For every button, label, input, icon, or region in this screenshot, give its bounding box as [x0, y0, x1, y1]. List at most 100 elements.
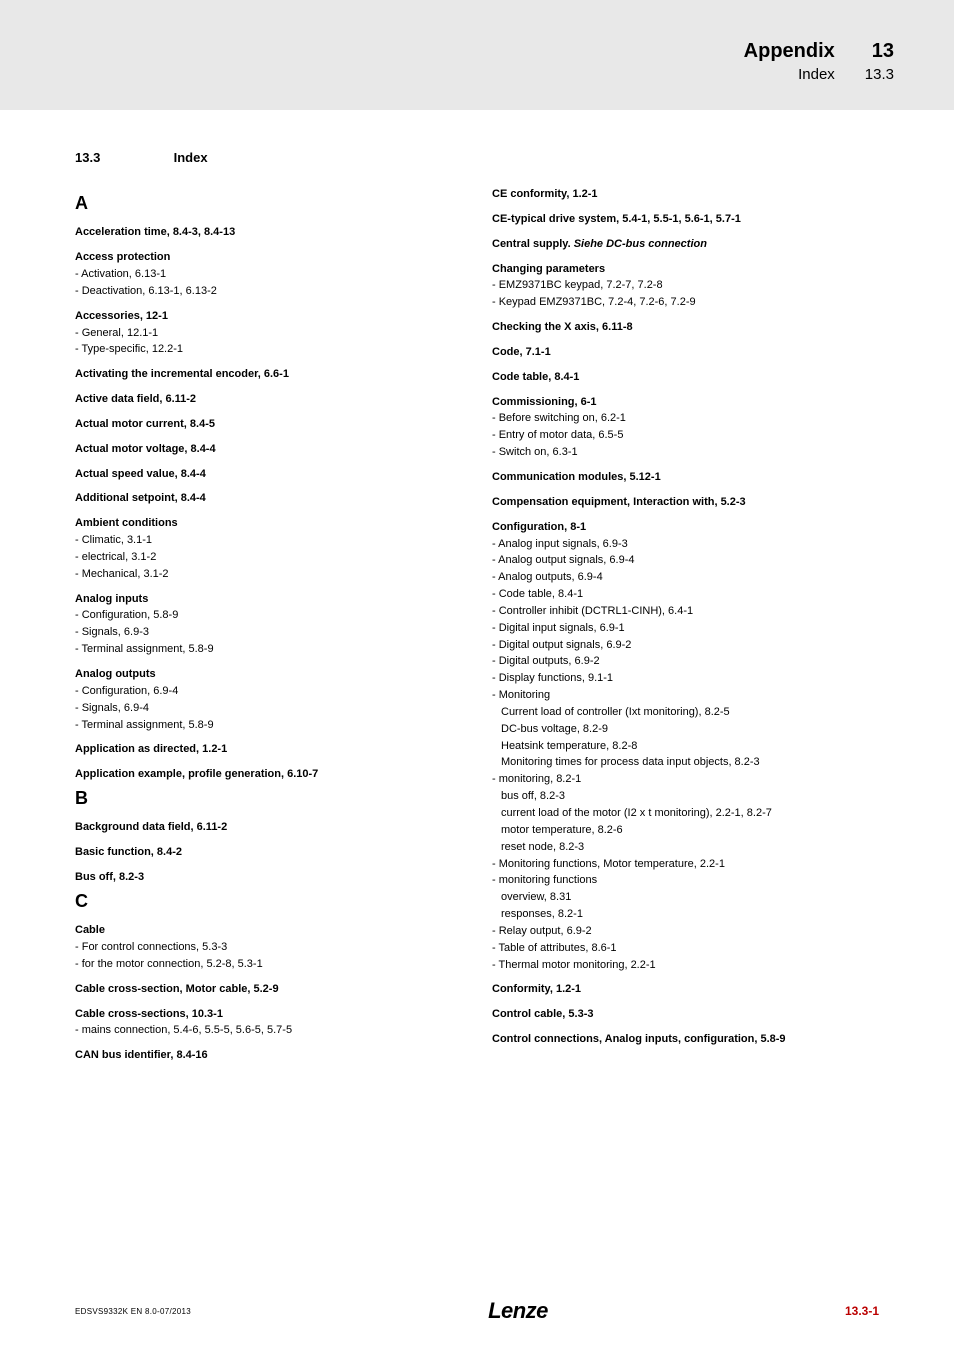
content-area: 13.3 Index A Acceleration time, 8.4-3, 8.… [0, 110, 954, 1065]
page-header: Appendix Index 13 13.3 [0, 0, 954, 110]
index-subentry: - monitoring, 8.2-1 [492, 772, 879, 787]
index-subentry: - Activation, 6.13-1 [75, 267, 462, 282]
index-subentry-indent: motor temperature, 8.2-6 [501, 823, 879, 838]
index-entry: Code table, 8.4-1 [492, 370, 879, 385]
section-number: 13.3 [75, 150, 170, 165]
index-subentry: - Controller inhibit (DCTRL1-CINH), 6.4-… [492, 604, 879, 619]
index-subentry: - Monitoring [492, 688, 879, 703]
index-entry: Actual motor voltage, 8.4-4 [75, 442, 462, 457]
index-entry: Access protection [75, 250, 462, 265]
index-subentry: - Analog output signals, 6.9-4 [492, 553, 879, 568]
index-entry: Bus off, 8.2-3 [75, 870, 462, 885]
index-subentry: - Keypad EMZ9371BC, 7.2-4, 7.2-6, 7.2-9 [492, 295, 879, 310]
section-title: Index [174, 150, 208, 165]
index-entry: Communication modules, 5.12-1 [492, 470, 879, 485]
index-subentry: - Climatic, 3.1-1 [75, 533, 462, 548]
index-entry: Acceleration time, 8.4-3, 8.4-13 [75, 225, 462, 240]
index-subentry-indent: reset node, 8.2-3 [501, 840, 879, 855]
index-subentry: - Signals, 6.9-3 [75, 625, 462, 640]
index-subentry: - Digital outputs, 6.9-2 [492, 654, 879, 669]
index-subentry-indent: responses, 8.2-1 [501, 907, 879, 922]
index-subentry: - Code table, 8.4-1 [492, 587, 879, 602]
index-subentry: - Configuration, 6.9-4 [75, 684, 462, 699]
index-subentry: - Type-specific, 12.2-1 [75, 342, 462, 357]
index-subentry: - Switch on, 6.3-1 [492, 445, 879, 460]
index-subentry: - Entry of motor data, 6.5-5 [492, 428, 879, 443]
index-entry: Cable [75, 923, 462, 938]
index-entry: Accessories, 12-1 [75, 309, 462, 324]
index-entry: Analog outputs [75, 667, 462, 682]
index-subentry: - Deactivation, 6.13-1, 6.13-2 [75, 284, 462, 299]
index-subentry: - Before switching on, 6.2-1 [492, 411, 879, 426]
index-subentry: - electrical, 3.1-2 [75, 550, 462, 565]
index-entry: Actual motor current, 8.4-5 [75, 417, 462, 432]
index-entry: Configuration, 8-1 [492, 520, 879, 535]
header-title-sub: Index [744, 66, 835, 83]
page-footer: EDSVS9332K EN 8.0-07/2013 Lenze 13.3-1 [0, 1298, 954, 1324]
index-entry: Code, 7.1-1 [492, 345, 879, 360]
footer-page-number: 13.3-1 [845, 1304, 879, 1318]
index-subentry: - EMZ9371BC keypad, 7.2-7, 7.2-8 [492, 278, 879, 293]
index-entry: Activating the incremental encoder, 6.6-… [75, 367, 462, 382]
index-entry: Ambient conditions [75, 516, 462, 531]
index-letter: B [75, 786, 462, 810]
index-entry: Changing parameters [492, 262, 879, 277]
index-entry: Conformity, 1.2-1 [492, 982, 879, 997]
index-subentry: - Mechanical, 3.1-2 [75, 567, 462, 582]
index-column-left: A Acceleration time, 8.4-3, 8.4-13 Access … [75, 187, 462, 1065]
index-subentry-indent: Monitoring times for process data input … [501, 755, 879, 770]
index-entry: CE conformity, 1.2-1 [492, 187, 879, 202]
header-num-sub: 13.3 [865, 66, 894, 83]
index-entry: Central supply. Siehe DC-bus connection [492, 237, 879, 252]
index-subentry: - Signals, 6.9-4 [75, 701, 462, 716]
index-subentry-indent: overview, 8.31 [501, 890, 879, 905]
index-entry: Basic function, 8.4-2 [75, 845, 462, 860]
index-entry: Compensation equipment, Interaction with… [492, 495, 879, 510]
index-subentry-indent: DC-bus voltage, 8.2-9 [501, 722, 879, 737]
index-entry: Actual speed value, 8.4-4 [75, 467, 462, 482]
index-subentry: - monitoring functions [492, 873, 879, 888]
index-subentry: - Configuration, 5.8-9 [75, 608, 462, 623]
index-subentry-indent: Current load of controller (Ixt monitori… [501, 705, 879, 720]
index-entry: Additional setpoint, 8.4-4 [75, 491, 462, 506]
index-subentry: - Display functions, 9.1-1 [492, 671, 879, 686]
footer-docid: EDSVS9332K EN 8.0-07/2013 [75, 1307, 191, 1316]
index-subentry: - mains connection, 5.4-6, 5.5-5, 5.6-5,… [75, 1023, 462, 1038]
index-entry: Application example, profile generation,… [75, 767, 462, 782]
index-entry: Commissioning, 6-1 [492, 395, 879, 410]
index-subentry: - Terminal assignment, 5.8-9 [75, 642, 462, 657]
index-letter: C [75, 889, 462, 913]
index-entry: Control connections, Analog inputs, conf… [492, 1032, 879, 1047]
index-letter: A [75, 191, 462, 215]
index-columns: A Acceleration time, 8.4-3, 8.4-13 Access … [75, 187, 879, 1065]
index-entry: Checking the X axis, 6.11-8 [492, 320, 879, 335]
index-subentry-indent: Heatsink temperature, 8.2-8 [501, 739, 879, 754]
header-num-main: 13 [865, 40, 894, 63]
header-titles: Appendix Index [744, 40, 835, 83]
index-subentry: - Terminal assignment, 5.8-9 [75, 718, 462, 733]
index-entry: Background data field, 6.11-2 [75, 820, 462, 835]
index-column-right: CE conformity, 1.2-1 CE-typical drive sys… [492, 187, 879, 1065]
index-subentry: - Analog input signals, 6.9-3 [492, 537, 879, 552]
index-subentry: - Digital input signals, 6.9-1 [492, 621, 879, 636]
index-entry: Cable cross-section, Motor cable, 5.2-9 [75, 982, 462, 997]
index-entry: Control cable, 5.3-3 [492, 1007, 879, 1022]
index-entry: Active data field, 6.11-2 [75, 392, 462, 407]
index-entry: CE-typical drive system, 5.4-1, 5.5-1, 5… [492, 212, 879, 227]
index-subentry-indent: current load of the motor (I2 x t monito… [501, 806, 879, 821]
index-subentry: - Digital output signals, 6.9-2 [492, 638, 879, 653]
footer-logo: Lenze [488, 1298, 548, 1324]
index-subentry: - Analog outputs, 6.9-4 [492, 570, 879, 585]
header-numbers: 13 13.3 [865, 40, 894, 83]
index-subentry: - Table of attributes, 8.6-1 [492, 941, 879, 956]
index-entry: Application as directed, 1.2-1 [75, 742, 462, 757]
index-entry: CAN bus identifier, 8.4-16 [75, 1048, 462, 1063]
index-subentry: - for the motor connection, 5.2-8, 5.3-1 [75, 957, 462, 972]
index-subentry: - For control connections, 5.3-3 [75, 940, 462, 955]
index-subentry: - Thermal motor monitoring, 2.2-1 [492, 958, 879, 973]
index-subentry: - General, 12.1-1 [75, 326, 462, 341]
section-heading: 13.3 Index [75, 150, 879, 165]
index-subentry: - Relay output, 6.9-2 [492, 924, 879, 939]
index-entry: Analog inputs [75, 592, 462, 607]
index-subentry-indent: bus off, 8.2-3 [501, 789, 879, 804]
